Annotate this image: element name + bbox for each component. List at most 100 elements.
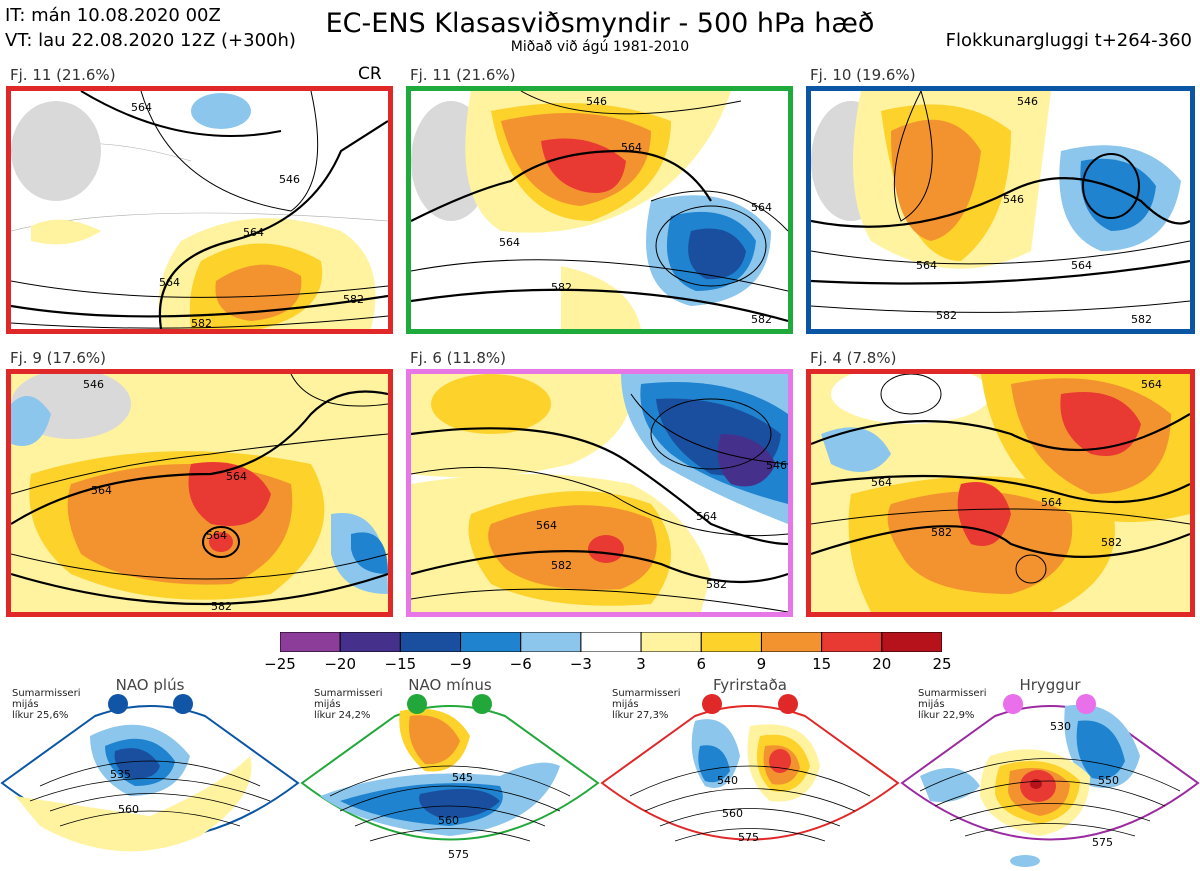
regime-nao-plus: NAO plús Sumarmisseri mijás líkur 25,6% … — [0, 676, 300, 871]
regime-ridge: Hryggur Sumarmisseri mijás líkur 22,9% 5… — [900, 676, 1200, 871]
contour-label: 582 — [191, 317, 212, 329]
contour-label: 564 — [1041, 496, 1062, 509]
regime-blocking: Fyrirstaða Sumarmisseri mijás líkur 27,3… — [600, 676, 900, 871]
contour-label: 560 — [438, 814, 459, 827]
regime-marker-icon — [407, 694, 427, 714]
contour-label: 582 — [936, 309, 957, 322]
colorbar-tick-label: −9 — [449, 655, 472, 673]
cluster-6-label: Fj. 4 (7.8%) — [810, 349, 897, 367]
contour-label: 546 — [586, 95, 607, 108]
contour-label: 582 — [551, 559, 572, 572]
colorbar-swatches — [279, 631, 943, 653]
colorbar-swatch — [279, 631, 341, 653]
contour-label: 540 — [717, 774, 738, 787]
contour-label: 575 — [738, 831, 759, 844]
regime-nao-minus: NAO mínus Sumarmisseri mijás líkur 24,2%… — [300, 676, 600, 871]
regime-note: Sumarmisseri mijás líkur 24,2% — [314, 688, 383, 721]
contour-label: 564 — [91, 484, 112, 497]
colorbar-tick-label: 25 — [932, 655, 952, 673]
regime-note: Sumarmisseri mijás líkur 25,6% — [12, 688, 81, 721]
regime-title: NAO plús — [115, 676, 185, 694]
regime-note: Sumarmisseri mijás líkur 22,9% — [918, 688, 987, 721]
page-title: EC-ENS Klasasviðsmyndir - 500 hPa hæð — [325, 8, 875, 39]
colorbar-swatch — [640, 631, 702, 653]
colorbar-swatch — [580, 631, 642, 653]
colorbar-tick-label: −6 — [509, 655, 532, 673]
colorbar-tick-label: −15 — [384, 655, 417, 673]
page-subtitle: Miðað við ágú 1981-2010 — [510, 39, 690, 55]
regime-note: Sumarmisseri mijás líkur 27,3% — [612, 688, 681, 721]
contour-label: 564 — [206, 529, 227, 542]
cluster-6-map: 564 564 564 582 582 — [806, 369, 1195, 617]
regime-marker-icon — [173, 694, 193, 714]
contour-label: 560 — [722, 807, 743, 820]
cluster-2-map: 546 564 564 564 582 582 — [406, 86, 793, 334]
initial-time: IT: mán 10.08.2020 00Z — [5, 5, 221, 26]
contour-label: 564 — [536, 519, 557, 532]
colorbar-tick-label: −25 — [264, 655, 296, 673]
colorbar-swatch — [339, 631, 401, 653]
regime-marker-icon — [1003, 694, 1023, 714]
contour-label: 575 — [448, 848, 469, 861]
cluster-3-label: Fj. 10 (19.6%) — [810, 66, 916, 84]
colorbar-swatch — [520, 631, 582, 653]
colorbar-tick-label: −3 — [569, 655, 592, 673]
cluster-1-label: Fj. 11 (21.6%) — [10, 66, 116, 84]
regime-title: NAO mínus — [408, 676, 492, 694]
contour-label: 564 — [1141, 378, 1162, 391]
contour-label: 575 — [1092, 836, 1113, 849]
contour-label: 564 — [499, 236, 520, 249]
regime-marker-icon — [1076, 694, 1096, 714]
contour-label: 582 — [931, 526, 952, 539]
contour-label: 560 — [118, 803, 139, 816]
colorbar-tick-label: 20 — [872, 655, 892, 673]
colorbar-tick-label: −20 — [324, 655, 356, 673]
contour-label: 582 — [1131, 313, 1152, 326]
cluster-5-map: 546 564 564 582 582 — [406, 369, 793, 617]
regime-marker-icon — [702, 694, 722, 714]
contour-label: 582 — [1101, 536, 1122, 549]
cluster-2-label: Fj. 11 (21.6%) — [410, 66, 516, 84]
contour-label: 564 — [1071, 259, 1092, 272]
contour-label: 546 — [83, 378, 104, 391]
contour-label: 546 — [1017, 95, 1038, 108]
colorbar-tick-label: 3 — [636, 655, 646, 673]
colorbar-swatch — [821, 631, 883, 653]
contour-label: 582 — [706, 578, 727, 591]
contour-label: 564 — [751, 201, 772, 214]
regime-title: Fyrirstaða — [713, 676, 787, 694]
contour-label: 564 — [916, 259, 937, 272]
contour-label: 582 — [551, 281, 572, 294]
colorbar-swatch — [399, 631, 462, 653]
contour-label: 564 — [159, 276, 180, 289]
regime-title: Hryggur — [1019, 676, 1081, 694]
colorbar-tick-label: 15 — [812, 655, 832, 673]
colorbar-tick-label: 6 — [696, 655, 707, 673]
cluster-1-extra: CR — [358, 64, 382, 84]
contour-label: 564 — [621, 141, 642, 154]
cluster-4-label: Fj. 9 (17.6%) — [10, 349, 106, 367]
cluster-1-map: 564 546 564 564 582 582 — [6, 86, 393, 334]
contour-label: 535 — [110, 768, 131, 781]
classification-window: Flokkunargluggi t+264-360 — [945, 30, 1192, 51]
contour-label: 564 — [226, 470, 247, 483]
contour-label: 564 — [871, 476, 892, 489]
cluster-4-map: 546 564 564 564 582 — [6, 369, 393, 617]
contour-label: 564 — [696, 510, 717, 523]
contour-label: 546 — [1003, 193, 1024, 206]
colorbar-swatch — [700, 631, 762, 653]
colorbar-swatch — [760, 631, 823, 653]
regime-marker-icon — [472, 694, 492, 714]
contour-label: 564 — [131, 101, 152, 114]
colorbar-swatch — [881, 631, 943, 653]
contour-label: 546 — [279, 173, 300, 186]
contour-label: 582 — [751, 313, 772, 326]
colorbar — [279, 631, 943, 653]
contour-label: 582 — [211, 600, 232, 612]
contour-label: 530 — [1050, 720, 1071, 733]
valid-time: VT: lau 22.08.2020 12Z (+300h) — [5, 30, 296, 51]
colorbar-tick-label: 9 — [756, 655, 767, 673]
regime-marker-icon — [108, 694, 128, 714]
cluster-3-map: 546 546 564 564 582 582 — [806, 86, 1195, 334]
contour-label: 564 — [243, 226, 264, 239]
